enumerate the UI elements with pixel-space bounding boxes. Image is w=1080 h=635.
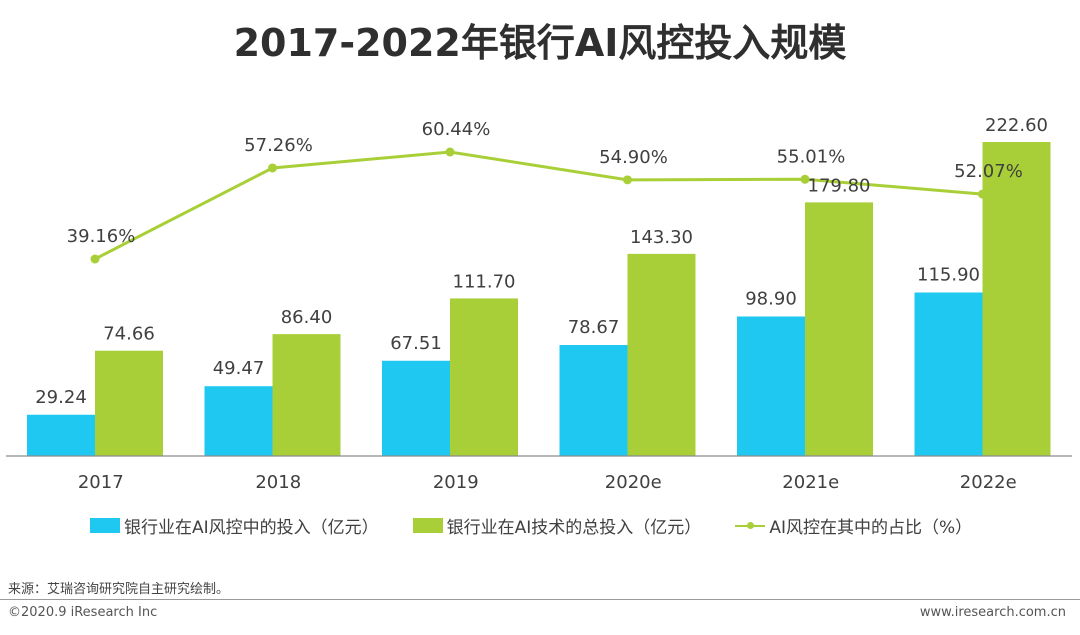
copyright-text: ©2020.9 iResearch Inc: [8, 605, 158, 620]
data-label-ai-risk-2019: 67.51: [390, 333, 442, 354]
data-label-ai-total-2018: 86.40: [281, 307, 333, 328]
source-note: 来源：艾瑞咨询研究院自主研究绘制。: [8, 582, 230, 597]
legend-item-ai-risk-investment: 银行业在AI风控中的投入（亿元）: [90, 513, 379, 538]
labels-layer: 29.24 74.66 49.47 86.40 67.51 111.70 78.67 143.…: [35, 115, 1048, 408]
bar-ai-total-2022e: [982, 142, 1051, 456]
legend-label: 银行业在AI风控中的投入（亿元）: [124, 517, 379, 538]
data-label-ai-total-2017: 74.66: [103, 324, 155, 345]
data-label-ai-risk-2017: 29.24: [35, 387, 87, 408]
legend-swatch-green: [412, 517, 443, 533]
ratio-label-2019: 60.44%: [422, 119, 491, 140]
data-label-ai-risk-2021e: 98.90: [745, 288, 797, 309]
x-tick-label-2021e: 2021e: [782, 472, 839, 493]
bar-ai-risk-2020e: [559, 345, 628, 456]
bar-ai-risk-2021e: [737, 316, 805, 456]
legend-item-ratio: AI风控在其中的占比（%）: [735, 513, 972, 538]
bar-ai-total-2020e: [627, 253, 696, 456]
bar-ai-total-2021e: [805, 202, 873, 456]
data-label-ai-risk-2020e: 78.67: [568, 317, 620, 338]
ratio-label-2020e: 54.90%: [599, 147, 668, 168]
x-tick-label-2022e: 2022e: [960, 472, 1017, 493]
ratio-label-2022e: 52.07%: [954, 161, 1023, 182]
ratio-point-2022e: [978, 189, 987, 199]
x-tick-label-2019: 2019: [433, 472, 479, 493]
legend-item-ai-total-investment: 银行业在AI技术的总投入（亿元）: [412, 513, 702, 538]
ratio-line: [94, 150, 983, 261]
x-tick-label-2020e: 2020e: [605, 472, 662, 493]
ratio-point-2018: [268, 163, 277, 173]
ratio-point-2021e: [800, 174, 810, 184]
bar-ai-total-2019: [450, 298, 518, 456]
ticks-layer: 2017 2018 2019 2020e 2021e 2022e: [78, 472, 1017, 493]
x-tick-label-2018: 2018: [255, 472, 301, 493]
bar-ai-total-2018: [272, 334, 341, 456]
data-label-ai-risk-2022e: 115.90: [917, 265, 980, 286]
legend-line-marker: [735, 518, 766, 533]
line-layer: [90, 147, 987, 264]
data-label-ai-total-2021e: 179.80: [808, 175, 871, 196]
legend-label: 银行业在AI技术的总投入（亿元）: [446, 517, 702, 538]
bar-ai-risk-2019: [382, 360, 450, 456]
data-label-ai-risk-2018: 49.47: [213, 358, 265, 379]
footer-divider: [0, 599, 1080, 600]
data-label-ai-total-2020e: 143.30: [630, 227, 693, 248]
ratio-label-2018: 57.26%: [244, 135, 313, 156]
x-tick-label-2017: 2017: [78, 472, 124, 493]
chart-title: 2017-2022年银行AI风控投入规模: [233, 21, 847, 65]
legend-swatch-blue: [90, 517, 120, 533]
bars-layer: [27, 142, 1051, 456]
bar-ai-risk-2017: [27, 414, 95, 456]
chart-legend: 银行业在AI风控中的投入（亿元） 银行业在AI技术的总投入（亿元） AI风控在其…: [90, 512, 1010, 538]
bar-ai-risk-2022e: [914, 292, 983, 456]
data-label-ai-total-2019: 111.70: [453, 271, 516, 292]
bar-ai-risk-2018: [204, 386, 273, 456]
ratio-point-2020e: [623, 175, 632, 185]
legend-label: AI风控在其中的占比（%）: [769, 517, 973, 538]
bar-ai-total-2017: [95, 350, 163, 456]
website-link[interactable]: www.iresearch.com.cn: [919, 605, 1066, 620]
ratio-point-2019: [445, 147, 455, 157]
ratio-label-2021e: 55.01%: [777, 146, 846, 167]
data-label-ai-total-2022e: 222.60: [985, 115, 1048, 136]
ratio-label-2017: 39.16%: [67, 226, 136, 247]
ratio-point-2017: [90, 254, 100, 264]
